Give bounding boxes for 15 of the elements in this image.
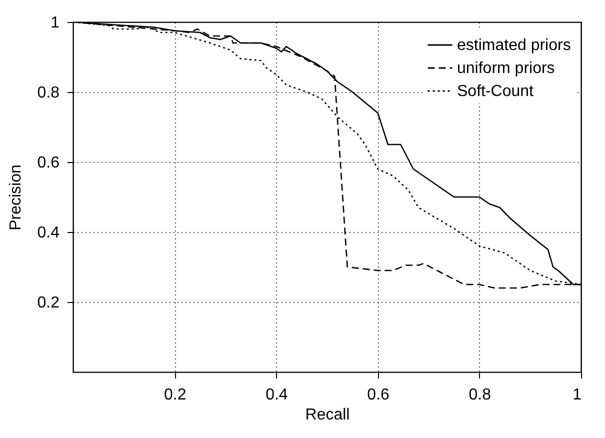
y-tick-label: 1 bbox=[50, 14, 60, 32]
y-axis-title: Precision bbox=[7, 164, 24, 230]
legend-label: uniform priors bbox=[457, 60, 555, 77]
y-tick-label: 0.2 bbox=[37, 294, 60, 312]
x-tick-label: 0.6 bbox=[367, 386, 390, 404]
x-axis-title: Recall bbox=[305, 406, 350, 424]
y-tick-label: 0.4 bbox=[37, 224, 60, 242]
y-tick-label: 0.6 bbox=[37, 154, 60, 172]
x-tick-label: 0.2 bbox=[164, 386, 186, 404]
x-tick-label: 0.4 bbox=[266, 386, 288, 404]
x-tick-label: 0.8 bbox=[468, 386, 492, 404]
legend-label: Soft-Count bbox=[457, 83, 534, 100]
legend-label: estimated priors bbox=[457, 37, 571, 54]
y-tick-label: 0.8 bbox=[37, 84, 60, 102]
x-tick-label: 1 bbox=[572, 386, 582, 404]
